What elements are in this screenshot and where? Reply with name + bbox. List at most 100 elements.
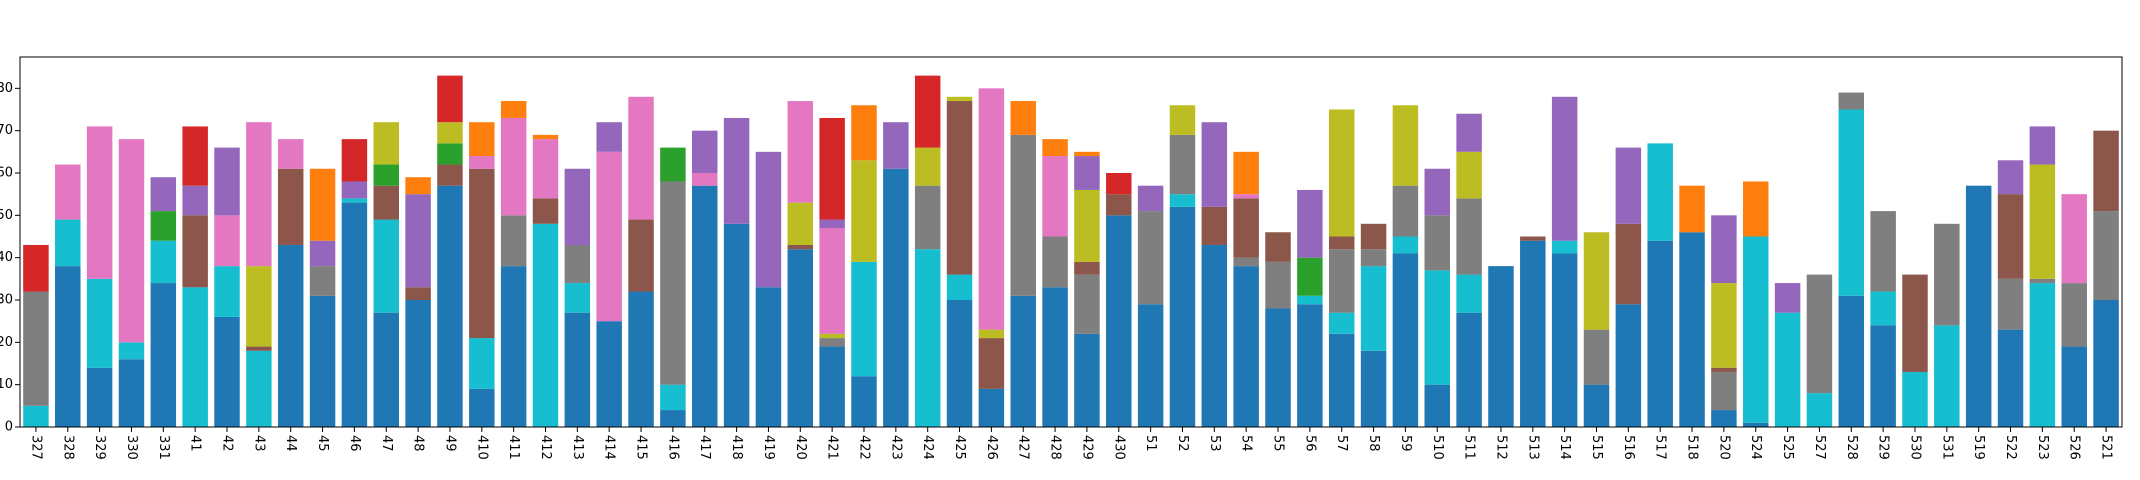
bar-segment [1838,295,1865,427]
bar-segment [660,181,686,385]
bar-segment [1042,139,1068,157]
bar-segment [946,101,973,275]
bar-segment [277,168,304,245]
bar-segment [692,172,718,186]
bar-segment [1106,194,1132,216]
y-tick-label: 40 [0,250,13,265]
y-tick-label: 30 [0,292,13,307]
x-tick-label: 59 [1398,435,1413,452]
bar-segment [1074,151,1100,157]
bar-segment [723,117,750,224]
bar-segment [819,219,845,229]
bar-segment [405,287,431,300]
y-tick-label: 80 [0,81,13,96]
bar-segment [978,88,1005,330]
x-tick-label: 529 [1876,435,1891,460]
x-tick-label: 518 [1685,435,1700,460]
bar-segment [946,274,973,300]
bar-segment [1233,194,1259,199]
bar-segment [1583,329,1610,385]
x-tick-label: 530 [1907,435,1922,460]
bar-segment [1647,240,1673,427]
bar-segment [1711,410,1737,427]
bar-segment [23,291,49,406]
bar-segment [1615,223,1642,305]
x-tick-label: 429 [1079,435,1094,460]
x-tick-label: 430 [1111,435,1126,460]
bar-segment [914,249,941,427]
x-tick-label: 521 [2099,435,2114,460]
bar-segment [819,228,845,334]
bar-segment [1424,168,1450,216]
bar-segment [150,177,177,212]
bar-segment [1615,147,1642,224]
bar-segment [1520,236,1546,241]
bar-segment [1042,156,1068,237]
bar-segment [1297,257,1323,296]
bar-segment [2061,283,2087,347]
bar-segment [86,367,113,427]
bar-segment [564,168,591,245]
bar-segment [182,287,208,427]
bar-segment [182,185,208,216]
bar-segment [1488,266,1514,427]
x-tick-label: 421 [825,435,840,460]
bar-segment [373,164,399,186]
x-tick-label: 510 [1430,435,1445,460]
bar-segment [214,316,240,427]
x-tick-label: 54 [1239,435,1254,452]
bar-segment [469,156,495,169]
x-tick-label: 519 [1971,435,1986,460]
x-tick-label: 410 [474,435,489,460]
bar-segment [1711,371,1737,411]
bar-segment [660,384,686,411]
bar-segment [1806,274,1833,394]
bar-segment [182,126,208,186]
bar-segment [1074,189,1100,262]
x-tick-label: 48 [411,435,426,452]
bar-segment [1265,308,1291,427]
bar-segment [914,147,941,186]
bar-segment [1169,134,1196,195]
bar-segment [2061,194,2087,284]
bar-segment [1583,232,1610,330]
bar-segment [246,266,272,347]
bar-segment [437,75,463,123]
bar-segment [405,299,431,427]
bar-segment [373,312,399,427]
x-tick-label: 512 [1493,435,1508,460]
bar-segment [1137,304,1164,427]
bar-segment [1806,393,1833,427]
bar-segment [914,75,941,148]
bar-segment [564,244,591,284]
bar-segment [1997,329,2024,427]
bar-segment [2093,299,2119,427]
bar-segment [628,219,654,292]
y-tick-label: 50 [0,208,13,223]
bar-segment [1328,236,1355,250]
x-tick-label: 330 [124,435,139,460]
bar-segment [1711,215,1737,284]
x-tick-label: 51 [1143,435,1158,452]
bar-segment [1997,278,2024,330]
bar-segment [1074,261,1100,275]
x-tick-label: 53 [1207,435,1222,452]
x-tick-label: 423 [888,435,903,460]
bar-segment [532,134,559,140]
bar-segment [246,350,272,427]
bar-segment [373,185,399,220]
x-tick-label: 45 [315,435,330,452]
x-tick-label: 49 [442,435,457,452]
bar-segment [1456,198,1482,275]
bar-segment [1233,257,1259,267]
bar-segment [1201,206,1228,245]
bar-segment [1934,223,1960,326]
bar-segment [1201,244,1228,427]
bar-segment [469,388,495,427]
bar-segment [1328,249,1355,313]
bar-segment [532,223,559,427]
bar-segment [437,185,463,427]
x-tick-label: 58 [1366,435,1381,452]
bar-segment [2029,283,2056,427]
bar-segment [500,101,527,118]
